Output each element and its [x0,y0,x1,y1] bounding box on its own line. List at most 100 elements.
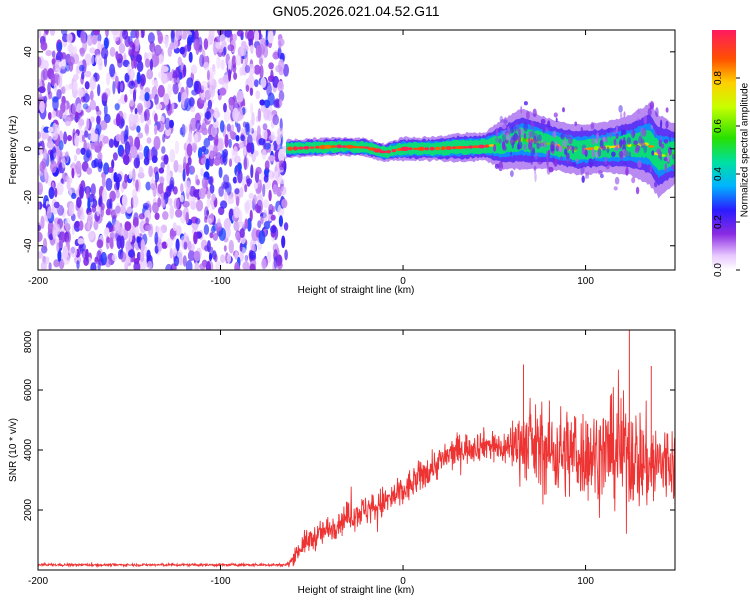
noise-speckle [182,200,190,208]
noise-speckle [243,156,247,171]
ridge-fringe [572,145,575,154]
ridge-fringe [649,100,655,110]
noise-speckle [114,103,120,111]
ridge-fringe [565,152,570,160]
noise-speckle [200,80,208,91]
ridge-fringe [550,140,555,150]
noise-speckle [92,30,100,36]
noise-speckle [224,30,232,38]
noise-speckle [98,197,102,206]
noise-speckle [215,222,223,232]
noise-speckle [106,72,111,86]
noise-speckle [177,164,183,174]
ridge-fringe [663,139,669,144]
ridge-fringe [586,170,590,180]
noise-speckle [253,64,261,75]
noise-speckle [211,193,216,201]
noise-speckle [183,156,187,170]
ridge-fringe [573,146,578,151]
noise-speckle [203,137,211,148]
snr-panel: -200 -100 0 100 2000 4000 6000 8000 Height of s… [8,329,676,596]
noise-speckle [136,125,141,133]
ridge-fringe [613,138,617,146]
noise-speckle [133,114,141,126]
noise-speckle [63,131,68,145]
ridge-fringe [534,152,538,160]
noise-speckle [235,196,240,207]
noise-speckle [154,171,160,183]
noise-speckle [220,59,225,71]
noise-speckle [206,240,211,253]
noise-speckle [80,147,86,155]
ridge-core [345,144,355,149]
noise-speckle [144,109,150,121]
noise-speckle [187,34,194,42]
noise-speckle [109,237,114,249]
ridge-fringe [536,143,540,150]
noise-speckle [153,136,161,150]
ridge-fringe [607,128,610,133]
noise-speckle [183,241,188,250]
noise-speckle [53,201,60,209]
noise-speckle [277,127,284,138]
noise-speckle [185,211,189,224]
noise-speckle [40,261,47,270]
noise-speckle [248,63,255,76]
noise-speckle [105,30,109,38]
ridge-fringe [548,166,554,173]
ridge-core [460,146,470,149]
noise-speckle [258,57,264,66]
noise-speckle [86,186,90,200]
noise-speckle [154,212,160,220]
y-tick-label: -40 [23,238,34,253]
noise-speckle [268,203,274,215]
noise-speckle [276,261,283,270]
noise-speckle [116,176,120,191]
noise-speckle [79,64,85,72]
figure-title: GN05.2026.021.04.52.G11 [272,3,439,19]
noise-speckle [268,189,272,202]
noise-speckle [111,254,118,262]
ridge-fringe [595,151,598,159]
y-tick-label: 40 [23,46,34,58]
noise-speckle [136,60,144,73]
noise-speckle [232,107,240,122]
noise-speckle [209,184,215,194]
noise-speckle [90,132,97,143]
noise-speckle [277,80,284,92]
noise-speckle [132,89,137,103]
noise-speckle [173,74,181,85]
ridge-fringe [671,164,675,170]
noise-speckle [102,135,109,144]
ridge-fringe [568,158,573,166]
noise-speckle [180,183,184,193]
noise-speckle [194,30,199,41]
noise-speckle [124,173,128,183]
noise-speckle [107,167,114,173]
noise-speckle [116,235,122,249]
noise-speckle [182,255,187,267]
ridge-core [484,144,490,148]
noise-speckle [164,36,169,49]
colorbar: 0.0 0.2 0.4 0.6 0.8 Normalized spectral ampl… [712,30,750,277]
noise-speckle [169,248,173,259]
ridge-fringe [655,107,659,118]
noise-speckle [195,119,201,131]
noise-speckle [193,133,199,144]
ridge-fringe [534,172,537,183]
ridge-fringe [502,132,507,143]
noise-speckle [74,221,80,228]
ridge-core [324,144,332,149]
noise-speckle [68,103,76,117]
ridge-fringe [592,158,596,164]
ridge-fringe [558,145,563,153]
ridge-fringe [505,132,510,141]
noise-speckle [72,81,78,91]
noise-speckle [206,217,213,224]
noise-speckle [247,217,252,232]
noise-speckle [267,30,274,44]
noise-speckle [154,44,162,56]
noise-speckle [38,231,43,242]
noise-speckle [278,160,285,171]
ridge-fringe [580,165,585,174]
